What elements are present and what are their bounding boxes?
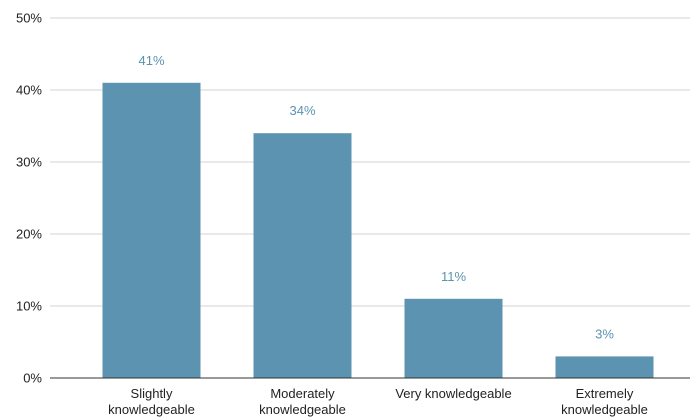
bars [102,82,654,379]
labels: 0%10%20%30%40%50%41%Slightlyknowledgeabl… [16,11,648,418]
bar [253,133,352,378]
x-tick-label: knowledgeable [259,402,346,417]
y-tick-label: 0% [23,371,42,386]
y-tick-label: 20% [16,227,42,242]
y-tick-label: 50% [16,11,42,26]
x-tick-label: Slightly [131,386,173,401]
bar [404,298,503,378]
data-label: 41% [138,53,164,68]
data-label: 3% [595,326,614,341]
x-tick-label: Extremely [576,386,634,401]
bar [555,356,654,378]
x-tick-label: knowledgeable [108,402,195,417]
x-tick-label: Very knowledgeable [395,386,511,401]
y-tick-label: 40% [16,83,42,98]
bar [102,82,201,379]
x-tick-label: knowledgeable [561,402,648,417]
y-tick-label: 10% [16,299,42,314]
y-tick-label: 30% [16,155,42,170]
data-label: 11% [441,269,466,284]
data-label: 34% [289,103,315,118]
x-tick-label: Moderately [270,386,335,401]
